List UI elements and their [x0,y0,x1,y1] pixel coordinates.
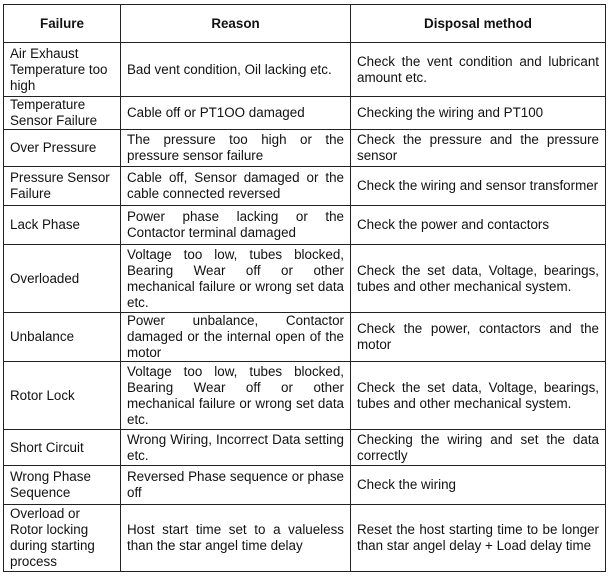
failure-cell: Lack Phase [3,205,121,245]
disposal-cell: Check the wiring and sensor transformer [350,166,606,206]
header-disposal: Disposal method [350,4,606,43]
disposal-cell: Reset the host starting time to be longe… [350,504,606,572]
reason-cell: The pressure too high or the pressure se… [120,129,351,167]
table-row: Lack Phase Power phase lacking or the Con… [3,205,606,245]
disposal-cell: Checking the wiring and set the data cor… [350,429,606,466]
reason-cell: Power phase lacking or the Contactor ter… [120,205,351,245]
reason-cell: Voltage too low, tubes blocked, Bearing … [120,244,351,313]
reason-cell: Host start time set to a valueless than … [120,504,351,572]
failure-cell: Overloaded [3,244,121,313]
header-failure: Failure [3,4,121,43]
failure-cell: Wrong Phase Sequence [3,465,121,505]
disposal-cell: Check the power and contactors [350,205,606,245]
failure-table: Failure Reason Disposal method Air Exhau… [3,4,606,572]
table-row: Temperature Sensor Failure Cable off or P… [3,96,606,130]
disposal-cell: Checking the wiring and PT100 [350,96,606,130]
table-row: Wrong Phase Sequence Reversed Phase seque… [3,465,606,505]
disposal-cell: Check the pressure and the pressure sens… [350,129,606,167]
failure-cell: Pressure Sensor Failure [3,166,121,206]
failure-cell: Rotor Lock [3,361,121,430]
failure-cell: Air Exhaust Temperature too high [3,42,121,97]
failure-cell: Over Pressure [3,129,121,167]
reason-cell: Cable off, Sensor damaged or the cable c… [120,166,351,206]
table-row: Short Circuit Wrong Wiring, Incorrect Dat… [3,429,606,466]
failure-cell: Overload or Rotor locking during startin… [3,504,121,572]
disposal-cell: Check the wiring [350,465,606,505]
disposal-cell: Check the set data, Voltage, bearings, t… [350,361,606,430]
reason-cell: Bad vent condition, Oil lacking etc. [120,42,351,97]
reason-cell: Voltage too low, tubes blocked, Bearing … [120,361,351,430]
table-row: Air Exhaust Temperature too high Bad vent… [3,42,606,97]
table-row: Overload or Rotor locking during startin… [3,504,606,572]
header-row: Failure Reason Disposal method [3,4,606,43]
disposal-cell: Check the vent condition and lubricant a… [350,42,606,97]
table-row: Pressure Sensor Failure Cable off, Sensor… [3,166,606,206]
disposal-cell: Check the power, contactors and the moto… [350,312,606,362]
reason-cell: Wrong Wiring, Incorrect Data setting etc… [120,429,351,466]
disposal-cell: Check the set data, Voltage, bearings, t… [350,244,606,313]
header-reason: Reason [120,4,351,43]
failure-cell: Unbalance [3,312,121,362]
table-row: Over Pressure The pressure too high or th… [3,129,606,167]
failure-cell: Temperature Sensor Failure [3,96,121,130]
table-row: Unbalance Power unbalance, Contactor dama… [3,312,606,362]
reason-cell: Power unbalance, Contactor damaged or th… [120,312,351,362]
reason-cell: Reversed Phase sequence or phase off [120,465,351,505]
table-row: Rotor Lock Voltage too low, tubes blocked… [3,361,606,430]
table-row: Overloaded Voltage too low, tubes blocked… [3,244,606,313]
reason-cell: Cable off or PT1OO damaged [120,96,351,130]
failure-cell: Short Circuit [3,429,121,466]
